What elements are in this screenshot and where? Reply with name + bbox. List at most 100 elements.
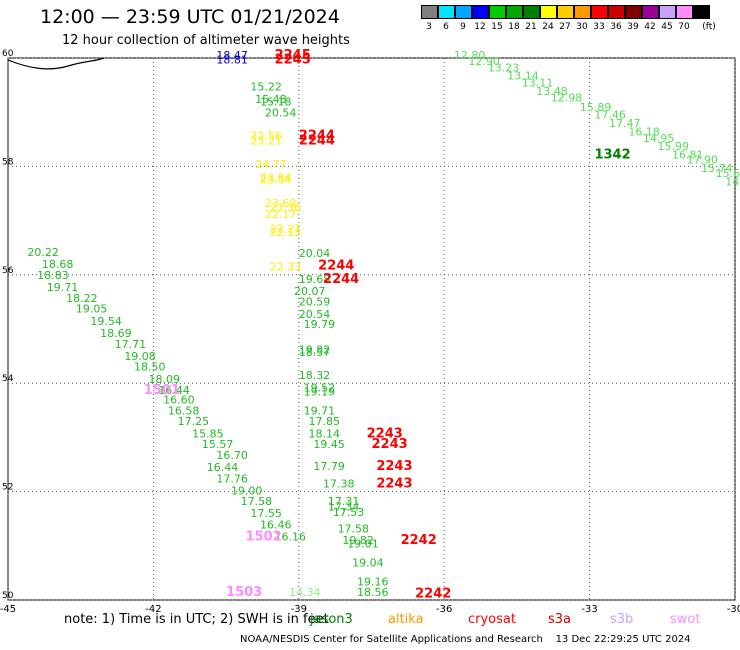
swh-value-label: 15.99 — [657, 140, 689, 153]
color-scale-swatch — [540, 5, 557, 19]
swh-value-label: 20.59 — [299, 296, 331, 309]
color-scale-swatch — [523, 5, 540, 19]
color-scale-label: 12 — [474, 22, 486, 32]
swh-value-label: 22.21 — [270, 223, 302, 236]
swh-value-label: 15.57 — [202, 438, 234, 451]
swh-value-label: 18.50 — [134, 361, 166, 374]
swh-value-label: 23.21 — [250, 135, 281, 148]
swh-value-label: 22.56 — [250, 129, 281, 142]
lat-tick-label: 60 — [2, 49, 14, 59]
swh-value-label: 17.90 — [687, 154, 719, 167]
color-scale-label: 24 — [542, 22, 554, 32]
lon-tick-label: -30 — [727, 604, 740, 615]
map-title: 12:00 — 23:59 UTC 01/21/2024 — [40, 6, 340, 28]
swh-value-label: 22.15 — [270, 226, 302, 239]
color-scale-label: 36 — [610, 22, 622, 32]
color-scale-swatch — [591, 5, 608, 19]
satellite-legend-item: s3a — [548, 612, 572, 627]
swh-value-label: 19.19 — [304, 386, 336, 399]
satellite-legend-item: altika — [388, 612, 424, 627]
swh-value-label: 19.16 — [357, 575, 389, 588]
swh-value-label: 12.98 — [551, 91, 583, 104]
swh-value-label: 17.58 — [241, 495, 273, 508]
lon-tick-label: -42 — [145, 604, 161, 615]
swh-value-label: 15.48 — [255, 93, 287, 106]
swh-value-label: 16.46 — [260, 518, 292, 531]
color-scale-label: 21 — [525, 22, 537, 32]
swh-value-label: 12.80 — [454, 49, 486, 62]
swh-value-label: 20.07 — [294, 285, 326, 298]
swh-value-label: 18.81 — [216, 53, 248, 66]
swh-value-label: 22.36 — [270, 201, 302, 214]
color-scale-swatch — [693, 5, 710, 19]
swh-value-label: 19.79 — [304, 318, 336, 331]
footer-credit: NOAA/NESDIS Center for Satellite Applica… — [240, 634, 691, 645]
color-scale-swatch — [557, 5, 574, 19]
swh-value-label: 16.81 — [672, 148, 704, 161]
swh-value-label: 15.85 — [192, 427, 224, 440]
lat-tick-label: 50 — [2, 591, 14, 601]
swh-value-label: 13.11 — [522, 77, 554, 90]
swh-value-label: 19.00 — [231, 484, 262, 497]
swh-value-label: 13.14 — [507, 70, 539, 83]
pass-time-label: 2244 — [299, 128, 335, 143]
swh-value-label: 17.46 — [594, 109, 626, 122]
color-scale-label: 18 — [508, 22, 520, 32]
swh-value-label: 17.85 — [308, 415, 340, 428]
swh-value-label: 20.22 — [27, 246, 58, 259]
lon-tick-label: -45 — [0, 604, 16, 615]
color-scale-swatch — [506, 5, 523, 19]
color-scale-label: 15 — [491, 22, 503, 32]
swh-value-label: 17.47 — [609, 117, 641, 130]
color-scale-label: 30 — [576, 22, 588, 32]
swh-value-label: 19.01 — [347, 537, 379, 550]
swh-value-label: 15.89 — [580, 101, 612, 114]
pass-time-label: 2244 — [323, 272, 359, 287]
swh-value-label: 18.47 — [216, 49, 248, 62]
pass-time-label: 2245 — [275, 48, 311, 63]
swh-value-label: 16.44 — [158, 384, 190, 397]
swh-value-label: 18.22 — [66, 292, 98, 305]
swh-value-label: 19.68 — [299, 273, 331, 286]
pass-time-label: 2245 — [275, 52, 311, 67]
swh-value-label: 17.53 — [333, 506, 365, 519]
color-scale-swatch — [421, 5, 438, 19]
swh-value-label: 19.82 — [342, 534, 374, 547]
lat-tick-label: 54 — [2, 374, 14, 384]
pass-time-label: 1503 — [226, 585, 262, 600]
swh-value-label: 19.45 — [313, 438, 345, 451]
swh-value-label: 15.22 — [250, 81, 281, 94]
swh-value-label: 22.17 — [265, 208, 297, 221]
swh-value-label: 16.60 — [163, 393, 195, 406]
swh-value-label: 18.14 — [308, 427, 340, 440]
color-scale-swatch — [625, 5, 642, 19]
color-scale-label: 42 — [644, 22, 656, 32]
color-scale-label: 3 — [426, 22, 432, 32]
swh-value-label: 19.04 — [352, 556, 384, 569]
swh-value-label: 14.95 — [643, 132, 675, 145]
swh-value-label: 12.90 — [468, 55, 500, 68]
swh-value-label: 15.74 — [701, 162, 733, 175]
lon-tick-label: -33 — [581, 604, 597, 615]
swh-value-label: 19.71 — [304, 405, 336, 418]
map-subtitle: 12 hour collection of altimeter wave hei… — [62, 33, 350, 48]
color-scale-label: 39 — [627, 22, 639, 32]
lat-tick-label: 52 — [2, 483, 13, 493]
swh-value-label: 19.08 — [124, 350, 156, 363]
swh-value-label: 23.54 — [260, 174, 292, 187]
satellite-legend-item: jason3 — [310, 612, 353, 627]
swh-value-label: 20.04 — [299, 247, 331, 260]
swh-value-label: 15.18 — [260, 96, 292, 109]
swh-value-label: 17.76 — [216, 472, 248, 485]
swh-value-label: 16.16 — [275, 530, 307, 543]
swh-value-label: 19.05 — [76, 303, 108, 316]
pass-time-label: 2243 — [367, 426, 403, 441]
satellite-legend-item: s3b — [610, 612, 634, 627]
swh-value-label: 13.23 — [488, 62, 520, 75]
pass-time-label: 1501 — [144, 383, 180, 398]
swh-value-label: 23.68 — [265, 197, 297, 210]
swh-value-label: 20.54 — [265, 107, 297, 120]
pass-time-label: 2243 — [372, 437, 408, 452]
swh-value-label: 18.09 — [149, 373, 181, 386]
